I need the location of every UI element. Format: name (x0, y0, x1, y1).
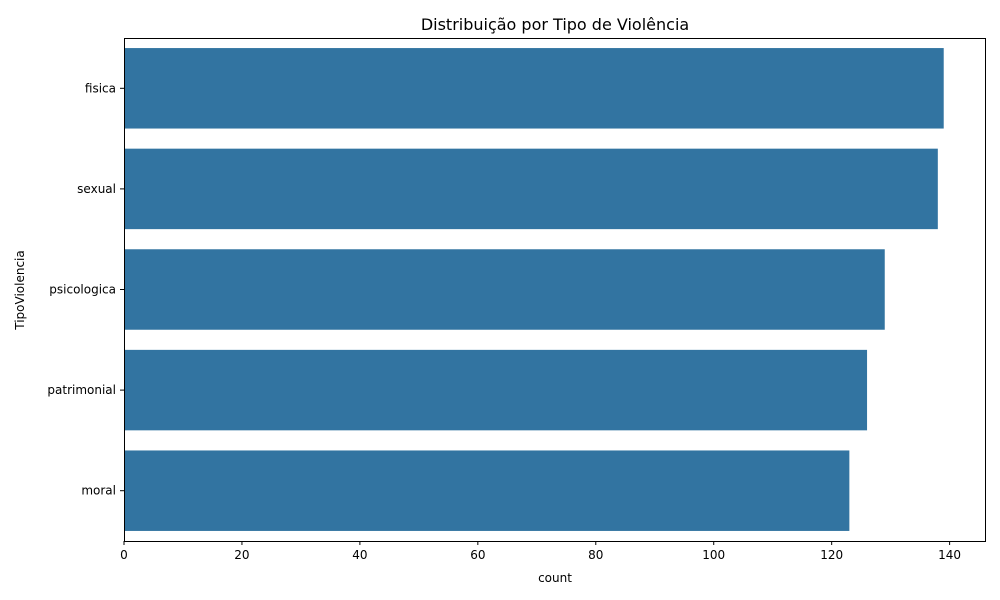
x-tick-label: 20 (234, 548, 249, 562)
x-tick-label: 60 (470, 548, 485, 562)
y-tick-label: fisica (85, 81, 116, 95)
x-axis-label: count (538, 571, 572, 585)
y-axis-ticks: fisica sexual psicologica patrimonial moral (47, 81, 124, 498)
y-tick-label: patrimonial (47, 383, 116, 397)
x-tick-label: 80 (588, 548, 603, 562)
y-tick-label: sexual (77, 182, 116, 196)
y-tick-label: moral (81, 484, 116, 498)
bar-fisica (124, 48, 944, 129)
x-tick-label: 0 (120, 548, 128, 562)
x-tick-label: 40 (352, 548, 367, 562)
x-tick-label: 120 (820, 548, 843, 562)
x-tick-label: 100 (702, 548, 725, 562)
x-tick-label: 140 (938, 548, 961, 562)
y-tick-label: psicologica (49, 283, 116, 297)
bars-group (124, 48, 944, 531)
y-axis-label: TipoViolencia (13, 250, 27, 330)
bar-moral (124, 450, 850, 531)
chart-title: Distribuição por Tipo de Violência (421, 15, 689, 34)
bar-sexual (124, 148, 938, 230)
bar-psicologica (124, 249, 885, 330)
bar-patrimonial (124, 349, 868, 431)
x-axis-ticks: 0 20 40 60 80 100 120 140 (120, 541, 961, 562)
